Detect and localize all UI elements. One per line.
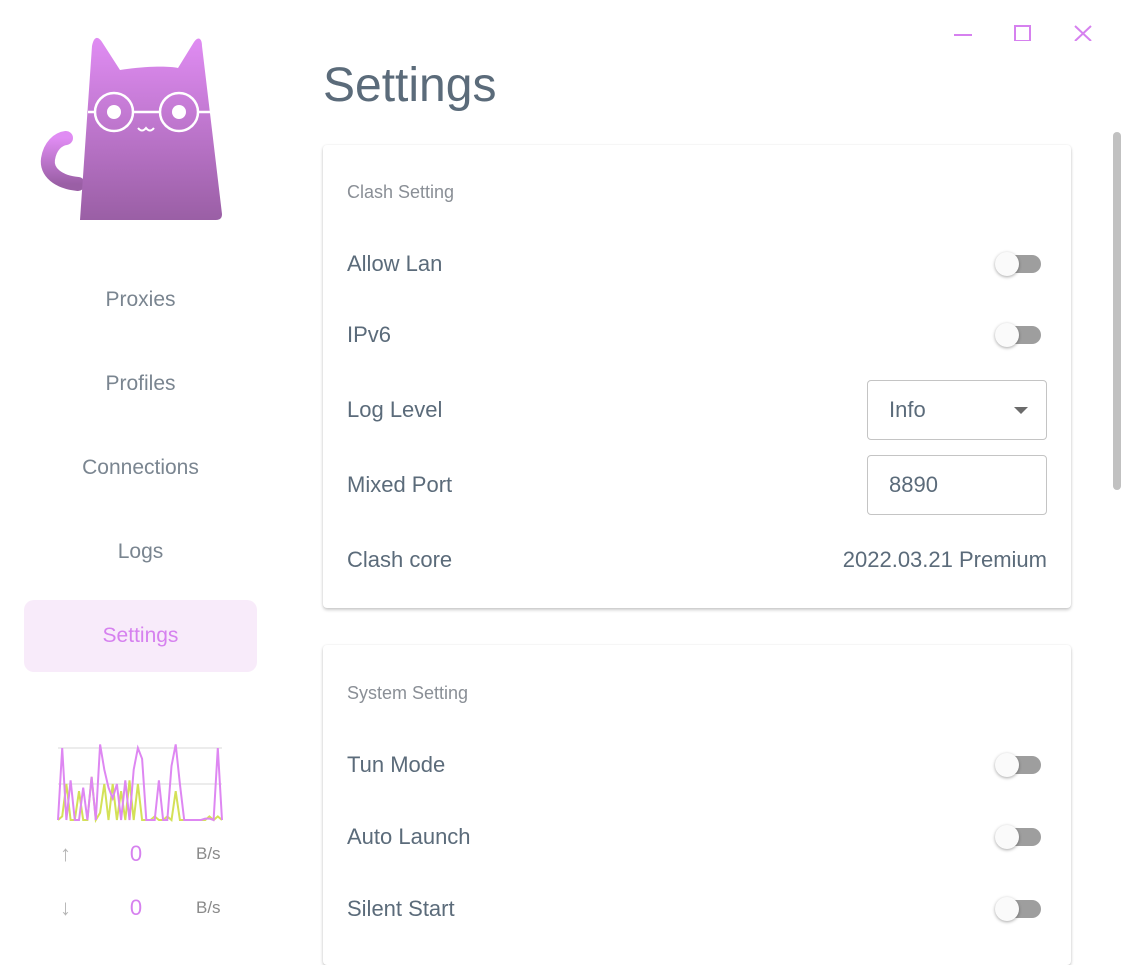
download-speed: ↓ 0 B/s xyxy=(60,893,240,923)
silent-start-toggle[interactable] xyxy=(995,897,1041,921)
nav-item-logs[interactable]: Logs xyxy=(117,540,164,563)
row-label: IPv6 xyxy=(347,322,392,347)
ipv6-row: IPv6 xyxy=(347,315,1047,355)
auto-launch-toggle[interactable] xyxy=(995,825,1041,849)
scrollbar[interactable] xyxy=(1113,132,1121,490)
caret-down-icon xyxy=(1014,407,1028,414)
upload-unit: B/s xyxy=(196,844,221,863)
row-label: Clash core xyxy=(347,547,453,572)
allow-lan-toggle[interactable] xyxy=(995,252,1041,276)
close-button[interactable] xyxy=(1068,16,1098,46)
silent-start-row: Silent Start xyxy=(347,889,1047,929)
row-label: Auto Launch xyxy=(347,824,471,849)
mixed-port-value: 8890 xyxy=(889,472,938,497)
download-value: 0 xyxy=(129,895,143,920)
maximize-button[interactable] xyxy=(1008,16,1038,46)
row-label: Allow Lan xyxy=(347,251,443,276)
tun-mode-toggle[interactable] xyxy=(995,753,1041,777)
log-level-select[interactable]: Info xyxy=(867,380,1047,440)
clash-core-row: Clash core 2022.03.21 Premium xyxy=(347,540,1047,580)
upload-speed: ↑ 0 B/s xyxy=(60,839,240,869)
upload-value: 0 xyxy=(129,841,143,866)
traffic-graph xyxy=(57,744,223,824)
card-title: System Setting xyxy=(347,683,469,703)
nav-item-connections[interactable]: Connections xyxy=(82,456,199,479)
row-label: Silent Start xyxy=(347,896,455,921)
clash-setting-card: Clash Setting Allow Lan IPv6 Log Level I… xyxy=(323,145,1071,608)
nav-item-settings[interactable]: Settings xyxy=(24,600,257,672)
cat-logo xyxy=(40,37,222,221)
download-unit: B/s xyxy=(196,898,221,917)
minimize-icon xyxy=(954,34,972,36)
row-label: Mixed Port xyxy=(347,472,453,497)
auto-launch-row: Auto Launch xyxy=(347,817,1047,857)
upload-series-line xyxy=(57,744,223,822)
nav-item-profiles[interactable]: Profiles xyxy=(105,372,176,395)
clash-core-version: 2022.03.21 Premium xyxy=(842,547,1047,572)
log-level-row: Log Level Info xyxy=(347,380,1047,440)
system-setting-card: System Setting Tun Mode Auto Launch Sile… xyxy=(323,645,1071,965)
page-title: Settings xyxy=(323,59,497,112)
arrow-down-icon: ↓ xyxy=(60,895,71,920)
nav-item-proxies[interactable]: Proxies xyxy=(105,288,176,311)
row-label: Log Level xyxy=(347,397,443,422)
card-title: Clash Setting xyxy=(347,182,455,202)
row-label: Tun Mode xyxy=(347,752,446,777)
allow-lan-row: Allow Lan xyxy=(347,244,1047,284)
ipv6-toggle[interactable] xyxy=(995,323,1041,347)
maximize-icon xyxy=(1014,25,1031,41)
arrow-up-icon: ↑ xyxy=(60,841,71,866)
tun-mode-row: Tun Mode xyxy=(347,745,1047,785)
minimize-button[interactable] xyxy=(948,16,978,46)
mixed-port-row: Mixed Port 8890 xyxy=(347,455,1047,515)
log-level-value: Info xyxy=(889,397,926,422)
close-icon xyxy=(1074,25,1092,41)
sidebar: Proxies Profiles Connections Logs Settin… xyxy=(0,0,280,937)
mixed-port-input[interactable]: 8890 xyxy=(867,455,1047,515)
